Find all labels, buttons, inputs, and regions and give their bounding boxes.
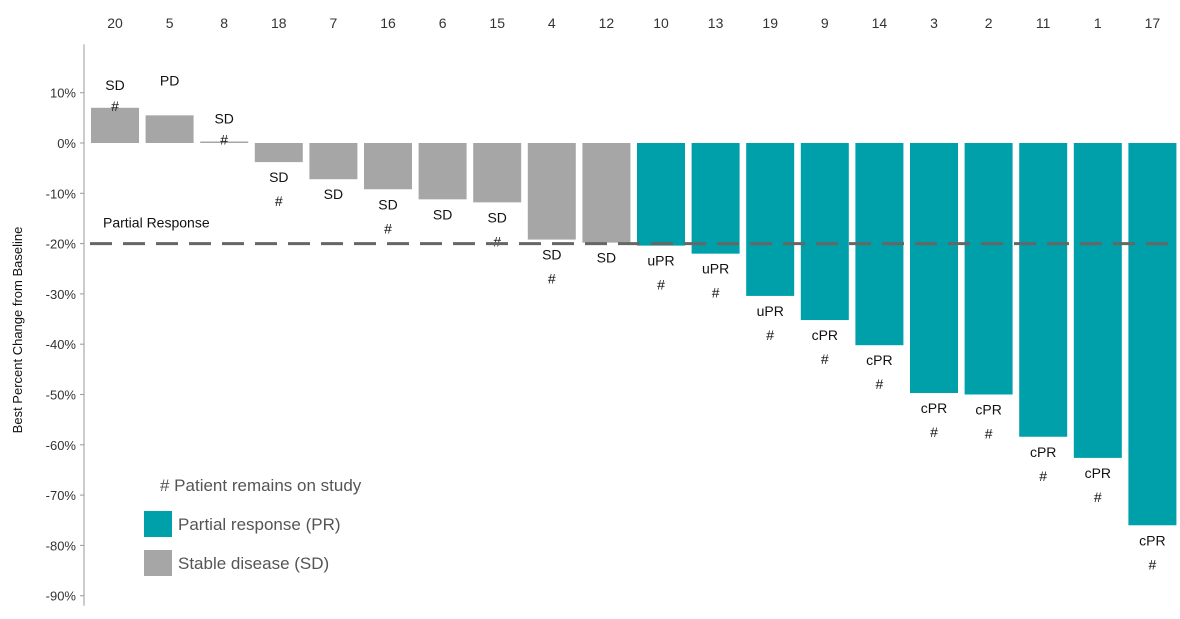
patient-id-label: 16 bbox=[380, 15, 396, 31]
y-tick-label: -60% bbox=[46, 438, 77, 453]
patient-id-label: 17 bbox=[1145, 15, 1161, 31]
patient-id-label: 4 bbox=[548, 15, 556, 31]
bar-patient-19 bbox=[746, 143, 795, 296]
bar-patient-15 bbox=[473, 143, 522, 203]
legend-swatch-stable-disease bbox=[144, 550, 172, 576]
response-label: cPR bbox=[1085, 465, 1111, 481]
bar-patient-7 bbox=[309, 143, 358, 180]
response-label: cPR bbox=[1139, 532, 1165, 548]
patient-id-label: 12 bbox=[599, 15, 615, 31]
response-label: SD bbox=[214, 110, 233, 126]
y-tick-label: -50% bbox=[46, 388, 77, 403]
legend: # Patient remains on study Partial respo… bbox=[144, 476, 362, 576]
response-label: SD bbox=[487, 209, 506, 225]
bar-patient-10 bbox=[637, 143, 685, 246]
legend-label-stable-disease: Stable disease (SD) bbox=[178, 554, 329, 573]
response-label: SD bbox=[433, 206, 452, 222]
bar-patient-17 bbox=[1128, 143, 1177, 526]
response-label: uPR bbox=[647, 253, 674, 269]
y-tick-label: 0% bbox=[57, 136, 76, 151]
bars bbox=[91, 107, 1177, 526]
on-study-marker: # bbox=[548, 271, 556, 287]
on-study-marker: # bbox=[657, 277, 665, 293]
on-study-marker: # bbox=[493, 233, 501, 249]
bar-patient-20 bbox=[91, 107, 139, 143]
y-tick-label: -30% bbox=[46, 287, 77, 302]
response-label: uPR bbox=[757, 303, 784, 319]
bar-patient-5 bbox=[145, 115, 194, 143]
response-label: SD bbox=[378, 196, 397, 212]
y-tick-label: 10% bbox=[50, 86, 76, 101]
y-tick-label: -90% bbox=[46, 589, 77, 604]
patient-id-label: 1 bbox=[1094, 15, 1102, 31]
legend-note: # Patient remains on study bbox=[160, 476, 362, 495]
patient-id-label: 19 bbox=[762, 15, 778, 31]
on-study-marker: # bbox=[275, 193, 283, 209]
bar-patient-6 bbox=[418, 143, 467, 200]
bar-patient-12 bbox=[582, 143, 631, 243]
patient-id-label: 9 bbox=[821, 15, 829, 31]
patient-id-label: 7 bbox=[330, 15, 338, 31]
y-tick-label: -40% bbox=[46, 337, 77, 352]
response-label: SD bbox=[324, 186, 343, 202]
response-label: SD bbox=[269, 169, 288, 185]
response-label: SD bbox=[542, 247, 561, 263]
y-tick-label: -20% bbox=[46, 237, 77, 252]
bar-patient-4 bbox=[527, 143, 576, 240]
response-label: cPR bbox=[921, 400, 947, 416]
patient-id-label: 14 bbox=[872, 15, 888, 31]
patient-labels: 20 5 8 18 7 16 6 15 4 12 10 13 19 9 14 3 2 11 1 17 bbox=[107, 15, 1160, 31]
patient-id-label: 5 bbox=[166, 15, 174, 31]
patient-id-label: 6 bbox=[439, 15, 447, 31]
on-study-marker: # bbox=[220, 131, 228, 147]
patient-id-label: 11 bbox=[1036, 15, 1051, 31]
patient-id-label: 3 bbox=[930, 15, 938, 31]
on-study-marker: # bbox=[712, 285, 720, 301]
patient-id-label: 18 bbox=[271, 15, 287, 31]
response-label: SD bbox=[105, 77, 124, 93]
response-label: SD bbox=[597, 250, 616, 266]
on-study-marker: # bbox=[1149, 556, 1157, 572]
y-tick-label: -70% bbox=[46, 488, 77, 503]
on-study-marker: # bbox=[111, 98, 119, 114]
bar-patient-16 bbox=[364, 143, 412, 190]
patient-id-label: 2 bbox=[985, 15, 993, 31]
response-label: cPR bbox=[812, 327, 838, 343]
bar-annotations: SD # PD SD # SD # SD SD # SD SD # SD # SD uPR # uPR # uPR # cP… bbox=[105, 72, 1165, 572]
legend-swatch-partial-response bbox=[144, 511, 172, 537]
bar-patient-13 bbox=[691, 143, 740, 254]
response-label: cPR bbox=[866, 352, 892, 368]
bar-patient-8 bbox=[200, 141, 249, 143]
on-study-marker: # bbox=[930, 424, 938, 440]
y-axis: 10% 0% -10% -20% -30% -40% -50% -60% -70% -80% -90… bbox=[46, 44, 85, 606]
y-tick-label: -10% bbox=[46, 186, 77, 201]
on-study-marker: # bbox=[985, 426, 993, 442]
bar-patient-18 bbox=[254, 143, 303, 163]
y-tick-label: -80% bbox=[46, 538, 77, 553]
legend-label-partial-response: Partial response (PR) bbox=[178, 515, 341, 534]
bar-patient-3 bbox=[910, 143, 958, 393]
patient-id-label: 13 bbox=[708, 15, 724, 31]
bar-patient-2 bbox=[964, 143, 1013, 395]
patient-id-label: 10 bbox=[653, 15, 669, 31]
response-label: uPR bbox=[702, 261, 729, 277]
patient-id-label: 20 bbox=[107, 15, 123, 31]
on-study-marker: # bbox=[384, 220, 392, 236]
response-label: PD bbox=[160, 72, 179, 88]
patient-id-label: 15 bbox=[489, 15, 505, 31]
bar-patient-11 bbox=[1019, 143, 1068, 437]
bar-patient-9 bbox=[800, 143, 849, 321]
bar-patient-1 bbox=[1073, 143, 1122, 458]
response-label: cPR bbox=[1030, 444, 1056, 460]
partial-response-label: Partial Response bbox=[103, 215, 210, 231]
y-axis-title: Best Percent Change from Baseline bbox=[10, 227, 25, 434]
on-study-marker: # bbox=[876, 376, 884, 392]
on-study-marker: # bbox=[821, 351, 829, 367]
on-study-marker: # bbox=[766, 327, 774, 343]
patient-id-label: 8 bbox=[220, 15, 228, 31]
response-label: cPR bbox=[975, 402, 1001, 418]
on-study-marker: # bbox=[1094, 489, 1102, 505]
on-study-marker: # bbox=[1039, 468, 1047, 484]
